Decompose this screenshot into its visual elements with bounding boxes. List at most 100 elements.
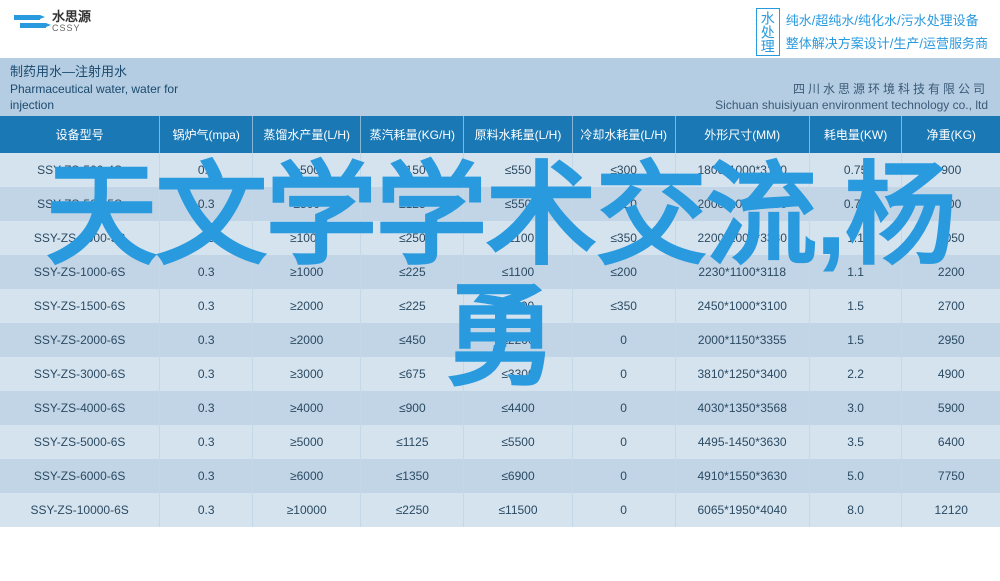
table-cell: ≤120 xyxy=(572,187,675,221)
table-cell: 1.1 xyxy=(809,255,902,289)
table-cell: ≤300 xyxy=(572,153,675,187)
table-cell: ≥500 xyxy=(253,187,361,221)
table-cell: ≤225 xyxy=(361,255,464,289)
table-cell: ≤550 xyxy=(464,187,572,221)
table-cell: 12120 xyxy=(902,493,1000,527)
table-cell: ≥500 xyxy=(253,153,361,187)
col-header: 冷却水耗量(L/H) xyxy=(572,116,675,153)
banner-right-cn: 四川水思源环境科技有限公司 xyxy=(715,81,988,97)
logo-en: CSSY xyxy=(52,23,91,33)
table-cell: ≤1100 xyxy=(464,221,572,255)
table-cell: 5900 xyxy=(902,391,1000,425)
table-cell: 2200*1000*3380 xyxy=(675,221,809,255)
tr-line1: 纯水/超纯水/纯化水/污水处理设备 xyxy=(786,10,988,29)
table-cell: ≤2250 xyxy=(361,493,464,527)
table-cell: ≤4400 xyxy=(464,391,572,425)
table-cell: 0.3 xyxy=(160,221,253,255)
table-cell: 4030*1350*3568 xyxy=(675,391,809,425)
table-cell: SSY-ZS-6000-6S xyxy=(0,459,160,493)
table-cell: 3.5 xyxy=(809,425,902,459)
table-cell: 0.75 xyxy=(809,153,902,187)
table-cell: ≤1350 xyxy=(361,459,464,493)
table-cell: 2200 xyxy=(902,255,1000,289)
table-cell: ≤225 xyxy=(361,289,464,323)
table-cell: 2000*1000*3100 xyxy=(675,187,809,221)
table-cell: 8.0 xyxy=(809,493,902,527)
table-cell: ≤350 xyxy=(572,289,675,323)
table-cell: SSY-ZS-1500-6S xyxy=(0,289,160,323)
table-cell: 0.3 xyxy=(160,459,253,493)
top-right-block: 水处理 纯水/超纯水/纯化水/污水处理设备 整体解决方案设计/生产/运营服务商 xyxy=(756,8,988,56)
table-cell: ≤350 xyxy=(572,221,675,255)
table-cell: 0.3 xyxy=(160,391,253,425)
table-cell: 2450*1000*3100 xyxy=(675,289,809,323)
table-cell: ≥1000 xyxy=(253,255,361,289)
table-cell: ≤450 xyxy=(361,323,464,357)
table-cell: 3810*1250*3400 xyxy=(675,357,809,391)
logo-cn: 水思源 xyxy=(52,10,91,23)
table-cell: 900 xyxy=(902,153,1000,187)
table-cell: ≥10000 xyxy=(253,493,361,527)
table-cell: ≤150 xyxy=(361,153,464,187)
table-cell: 1.5 xyxy=(809,289,902,323)
table-cell: 0.3 xyxy=(160,255,253,289)
table-cell: 0 xyxy=(572,425,675,459)
col-header: 原料水耗量(L/H) xyxy=(464,116,572,153)
table-cell: ≤2200 xyxy=(464,323,572,357)
table-cell: ≥5000 xyxy=(253,425,361,459)
table-cell: SSY-ZS-1000-5S xyxy=(0,221,160,255)
table-cell: 6400 xyxy=(902,425,1000,459)
table-cell: 4910*1550*3630 xyxy=(675,459,809,493)
table-cell: 1.1 xyxy=(809,221,902,255)
table-cell: 2050 xyxy=(902,221,1000,255)
table-cell: ≤1100 xyxy=(464,255,572,289)
table-cell: 6065*1950*4040 xyxy=(675,493,809,527)
table-cell: ≤200 xyxy=(572,255,675,289)
header: 水思源 CSSY 水处理 纯水/超纯水/纯化水/污水处理设备 整体解决方案设计/… xyxy=(0,0,1000,58)
logo-text-wrap: 水思源 CSSY xyxy=(52,10,91,33)
table-row: SSY-ZS-1000-6S0.3≥1000≤225≤1100≤2002230*… xyxy=(0,255,1000,289)
col-header: 耗电量(KW) xyxy=(809,116,902,153)
table-row: SSY-ZS-500-4S0.3≥500≤150≤550≤3001800*100… xyxy=(0,153,1000,187)
table-cell: ≤550 xyxy=(464,153,572,187)
table-cell: 0 xyxy=(572,391,675,425)
table-cell: ≥2000 xyxy=(253,289,361,323)
table-cell: 0 xyxy=(572,357,675,391)
table-cell: ≤1100 xyxy=(464,289,572,323)
table-cell: 0.3 xyxy=(160,187,253,221)
table-cell: ≤3300 xyxy=(464,357,572,391)
table-cell: ≥4000 xyxy=(253,391,361,425)
table-cell: 0.3 xyxy=(160,289,253,323)
table-cell: 2950 xyxy=(902,323,1000,357)
table-head: 设备型号锅炉气(mpa)蒸馏水产量(L/H)蒸汽耗量(KG/H)原料水耗量(L/… xyxy=(0,116,1000,153)
table-cell: 7750 xyxy=(902,459,1000,493)
table-cell: 0 xyxy=(572,323,675,357)
col-header: 锅炉气(mpa) xyxy=(160,116,253,153)
table-row: SSY-ZS-1500-6S0.3≥2000≤225≤1100≤3502450*… xyxy=(0,289,1000,323)
table-cell: 2700 xyxy=(902,289,1000,323)
table-cell: 100 xyxy=(902,187,1000,221)
spec-table: 设备型号锅炉气(mpa)蒸馏水产量(L/H)蒸汽耗量(KG/H)原料水耗量(L/… xyxy=(0,116,1000,527)
table-cell: ≥6000 xyxy=(253,459,361,493)
banner: 制药用水—注射用水 Pharmaceutical water, water fo… xyxy=(0,58,1000,116)
banner-right: 四川水思源环境科技有限公司 Sichuan shuisiyuan environ… xyxy=(715,81,988,113)
logo: 水思源 CSSY xyxy=(14,10,91,33)
top-right-lines: 纯水/超纯水/纯化水/污水处理设备 整体解决方案设计/生产/运营服务商 xyxy=(786,8,988,52)
table-cell: 3.0 xyxy=(809,391,902,425)
table-cell: ≤11500 xyxy=(464,493,572,527)
vertical-label: 水处理 xyxy=(756,8,780,56)
table-cell: 1.5 xyxy=(809,323,902,357)
table-cell: SSY-ZS-500-4S xyxy=(0,153,160,187)
table-row: SSY-ZS-3000-6S0.3≥3000≤675≤330003810*125… xyxy=(0,357,1000,391)
table-cell: ≥3000 xyxy=(253,357,361,391)
table-cell: ≤5500 xyxy=(464,425,572,459)
table-row: SSY-ZS-6000-6S0.3≥6000≤1350≤690004910*15… xyxy=(0,459,1000,493)
table-cell: ≤6900 xyxy=(464,459,572,493)
table-cell: 0.3 xyxy=(160,357,253,391)
logo-icon xyxy=(14,15,46,28)
table-cell: ≥2000 xyxy=(253,323,361,357)
table-cell: SSY-ZS-10000-6S xyxy=(0,493,160,527)
table-row: SSY-ZS-4000-6S0.3≥4000≤900≤440004030*135… xyxy=(0,391,1000,425)
banner-right-en: Sichuan shuisiyuan environment technolog… xyxy=(715,97,988,113)
table-cell: 2000*1150*3355 xyxy=(675,323,809,357)
